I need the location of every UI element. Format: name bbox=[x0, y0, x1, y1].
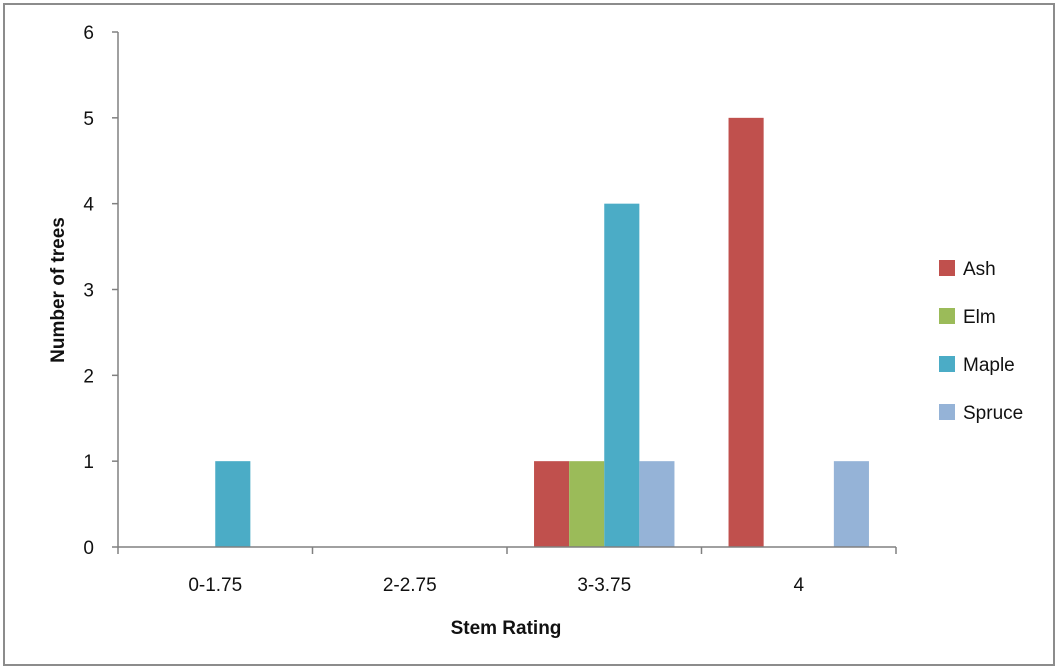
legend-swatch-spruce bbox=[939, 404, 955, 420]
chart-area bbox=[3, 3, 1055, 666]
x-tick-label: 2-2.75 bbox=[383, 575, 437, 596]
bar-maple-0 bbox=[215, 461, 251, 547]
x-axis-title: Stem Rating bbox=[451, 618, 562, 639]
y-axis-title: Number of trees bbox=[48, 217, 69, 363]
bar-spruce-2 bbox=[639, 461, 675, 547]
bar-ash-2 bbox=[534, 461, 570, 547]
bar-ash-3 bbox=[728, 117, 764, 547]
x-tick-label: 4 bbox=[793, 575, 804, 596]
bar-maple-2 bbox=[604, 203, 640, 547]
bar-elm-2 bbox=[569, 461, 605, 547]
legend-swatch-elm bbox=[939, 308, 955, 324]
legend-label-spruce: Spruce bbox=[963, 403, 1023, 424]
legend: Ash Elm Maple Spruce bbox=[939, 259, 1023, 424]
y-axis-ticks: 0 1 2 3 4 5 6 bbox=[83, 23, 118, 559]
y-tick-label: 2 bbox=[83, 366, 94, 387]
legend-swatch-maple bbox=[939, 356, 955, 372]
bar-spruce-3 bbox=[833, 461, 869, 547]
y-tick-label: 4 bbox=[83, 195, 94, 216]
y-tick-label: 1 bbox=[83, 452, 94, 473]
x-tick-label: 0-1.75 bbox=[188, 575, 242, 596]
legend-label-elm: Elm bbox=[963, 307, 996, 328]
x-tick-label: 3-3.75 bbox=[577, 575, 631, 596]
y-tick-label: 3 bbox=[83, 281, 94, 302]
x-axis-ticks: 0-1.75 2-2.75 3-3.75 4 bbox=[117, 547, 897, 596]
legend-swatch-ash bbox=[939, 260, 955, 276]
y-tick-label: 5 bbox=[83, 109, 94, 130]
bars bbox=[215, 117, 869, 547]
legend-label-maple: Maple bbox=[963, 355, 1015, 376]
legend-label-ash: Ash bbox=[963, 259, 996, 280]
y-tick-label: 6 bbox=[83, 23, 94, 44]
y-tick-label: 0 bbox=[83, 538, 94, 559]
